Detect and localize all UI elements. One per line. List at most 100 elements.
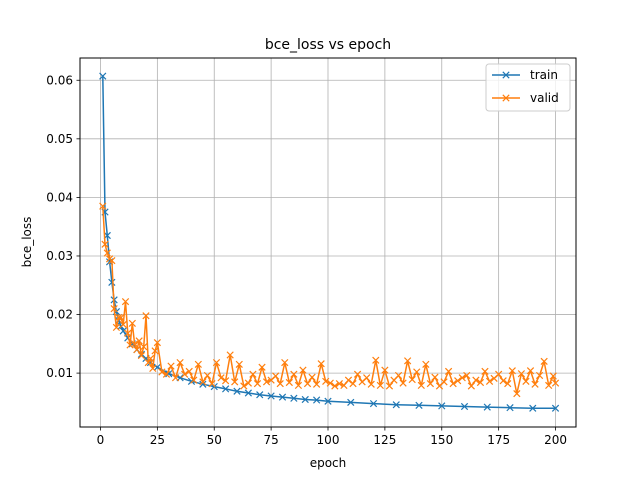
chart-title: bce_loss vs epoch [265,37,391,53]
data-point-valid [115,313,123,322]
x-tick-label: 175 [487,433,510,447]
data-point-valid [449,380,457,388]
data-point-valid [317,360,325,368]
data-point-valid [121,298,130,306]
data-point-valid [417,381,425,390]
data-point-valid [458,374,466,382]
data-point-valid [108,257,116,265]
x-tick-label: 75 [263,433,278,447]
data-point-valid [381,366,389,374]
data-point-train [119,327,127,335]
y-tick-label: 0.02 [46,308,73,322]
data-point-train [506,404,514,412]
data-point-valid [285,378,293,387]
data-point-valid [372,356,380,364]
data-point-train [415,401,423,409]
data-point-valid [208,380,216,388]
x-tick-label: 100 [317,433,340,447]
data-point-valid [385,382,394,390]
data-point-train [199,380,207,388]
x-tick-label: 125 [373,433,396,447]
data-point-train [267,392,275,400]
data-point-train [165,370,173,378]
y-tick-label: 0.04 [46,190,73,204]
data-point-train [392,401,400,409]
data-point-valid [235,360,243,368]
data-point-valid [326,379,334,387]
x-axis-label: epoch [310,456,347,470]
data-point-valid [444,367,453,375]
data-point-valid [262,378,271,386]
data-point-valid [495,370,503,378]
data-point-train [460,402,469,411]
data-point-valid [549,372,557,380]
data-point-valid [181,370,189,378]
data-point-valid [162,370,171,378]
data-point-valid [190,376,198,384]
data-point-valid [133,346,141,354]
data-point-valid [203,371,212,380]
data-point-valid [504,380,512,388]
data-point-valid [171,374,180,382]
data-point-valid [217,374,225,382]
data-point-valid [508,367,516,375]
data-point-valid [176,358,184,367]
data-point-train [233,387,241,395]
legend-marker-valid [502,94,510,102]
data-point-valid [103,249,111,257]
y-tick-label: 0.06 [46,73,73,87]
data-point-valid [431,373,439,381]
data-point-valid [110,305,118,313]
data-point-train [324,397,332,405]
data-point-valid [331,382,339,390]
data-point-valid [349,380,357,388]
data-point-train [551,404,560,412]
data-point-valid [249,370,257,378]
grid [80,58,576,427]
data-point-valid [481,367,489,375]
data-point-valid [299,366,307,374]
data-point-train [312,396,321,404]
data-point-train [290,394,298,402]
data-point-valid [499,377,507,385]
x-tick-label: 25 [150,433,165,447]
data-point-valid [522,377,530,385]
x-tick-label: 0 [97,433,105,447]
data-point-train [108,278,116,286]
data-point-valid [551,379,560,387]
data-point-valid [126,341,134,349]
data-point-valid [294,381,303,390]
data-point-valid [404,357,412,365]
data-point-valid [367,380,375,388]
data-point-valid [422,360,430,368]
data-point-valid [531,380,539,388]
data-point-valid [149,364,157,373]
legend: train valid [485,63,571,112]
data-point-train [99,72,107,80]
series-valid [99,202,560,398]
data-point-valid [312,380,321,388]
x-tick-label: 150 [430,433,453,447]
data-point-valid [290,370,298,378]
data-point-valid [99,202,107,210]
data-point-valid [472,376,480,384]
data-point-valid [353,370,362,378]
data-point-valid [146,354,155,363]
data-point-valid [258,363,266,371]
data-point-valid [226,351,234,359]
data-point-valid [142,312,150,320]
y-axis: 0.01 0.02 0.03 0.04 0.05 0.06 [46,73,80,380]
data-point-valid [185,367,193,375]
data-point-train [278,393,287,401]
data-point-valid [130,340,139,348]
y-tick-label: 0.03 [46,249,73,263]
data-point-train [301,395,309,404]
data-point-valid [167,362,175,370]
data-point-valid [426,380,435,388]
data-point-valid [128,319,136,327]
data-point-valid [244,379,252,387]
data-point-valid [281,358,289,367]
data-point-valid [344,376,353,384]
data-point-valid [153,339,161,347]
data-point-valid [463,371,471,380]
